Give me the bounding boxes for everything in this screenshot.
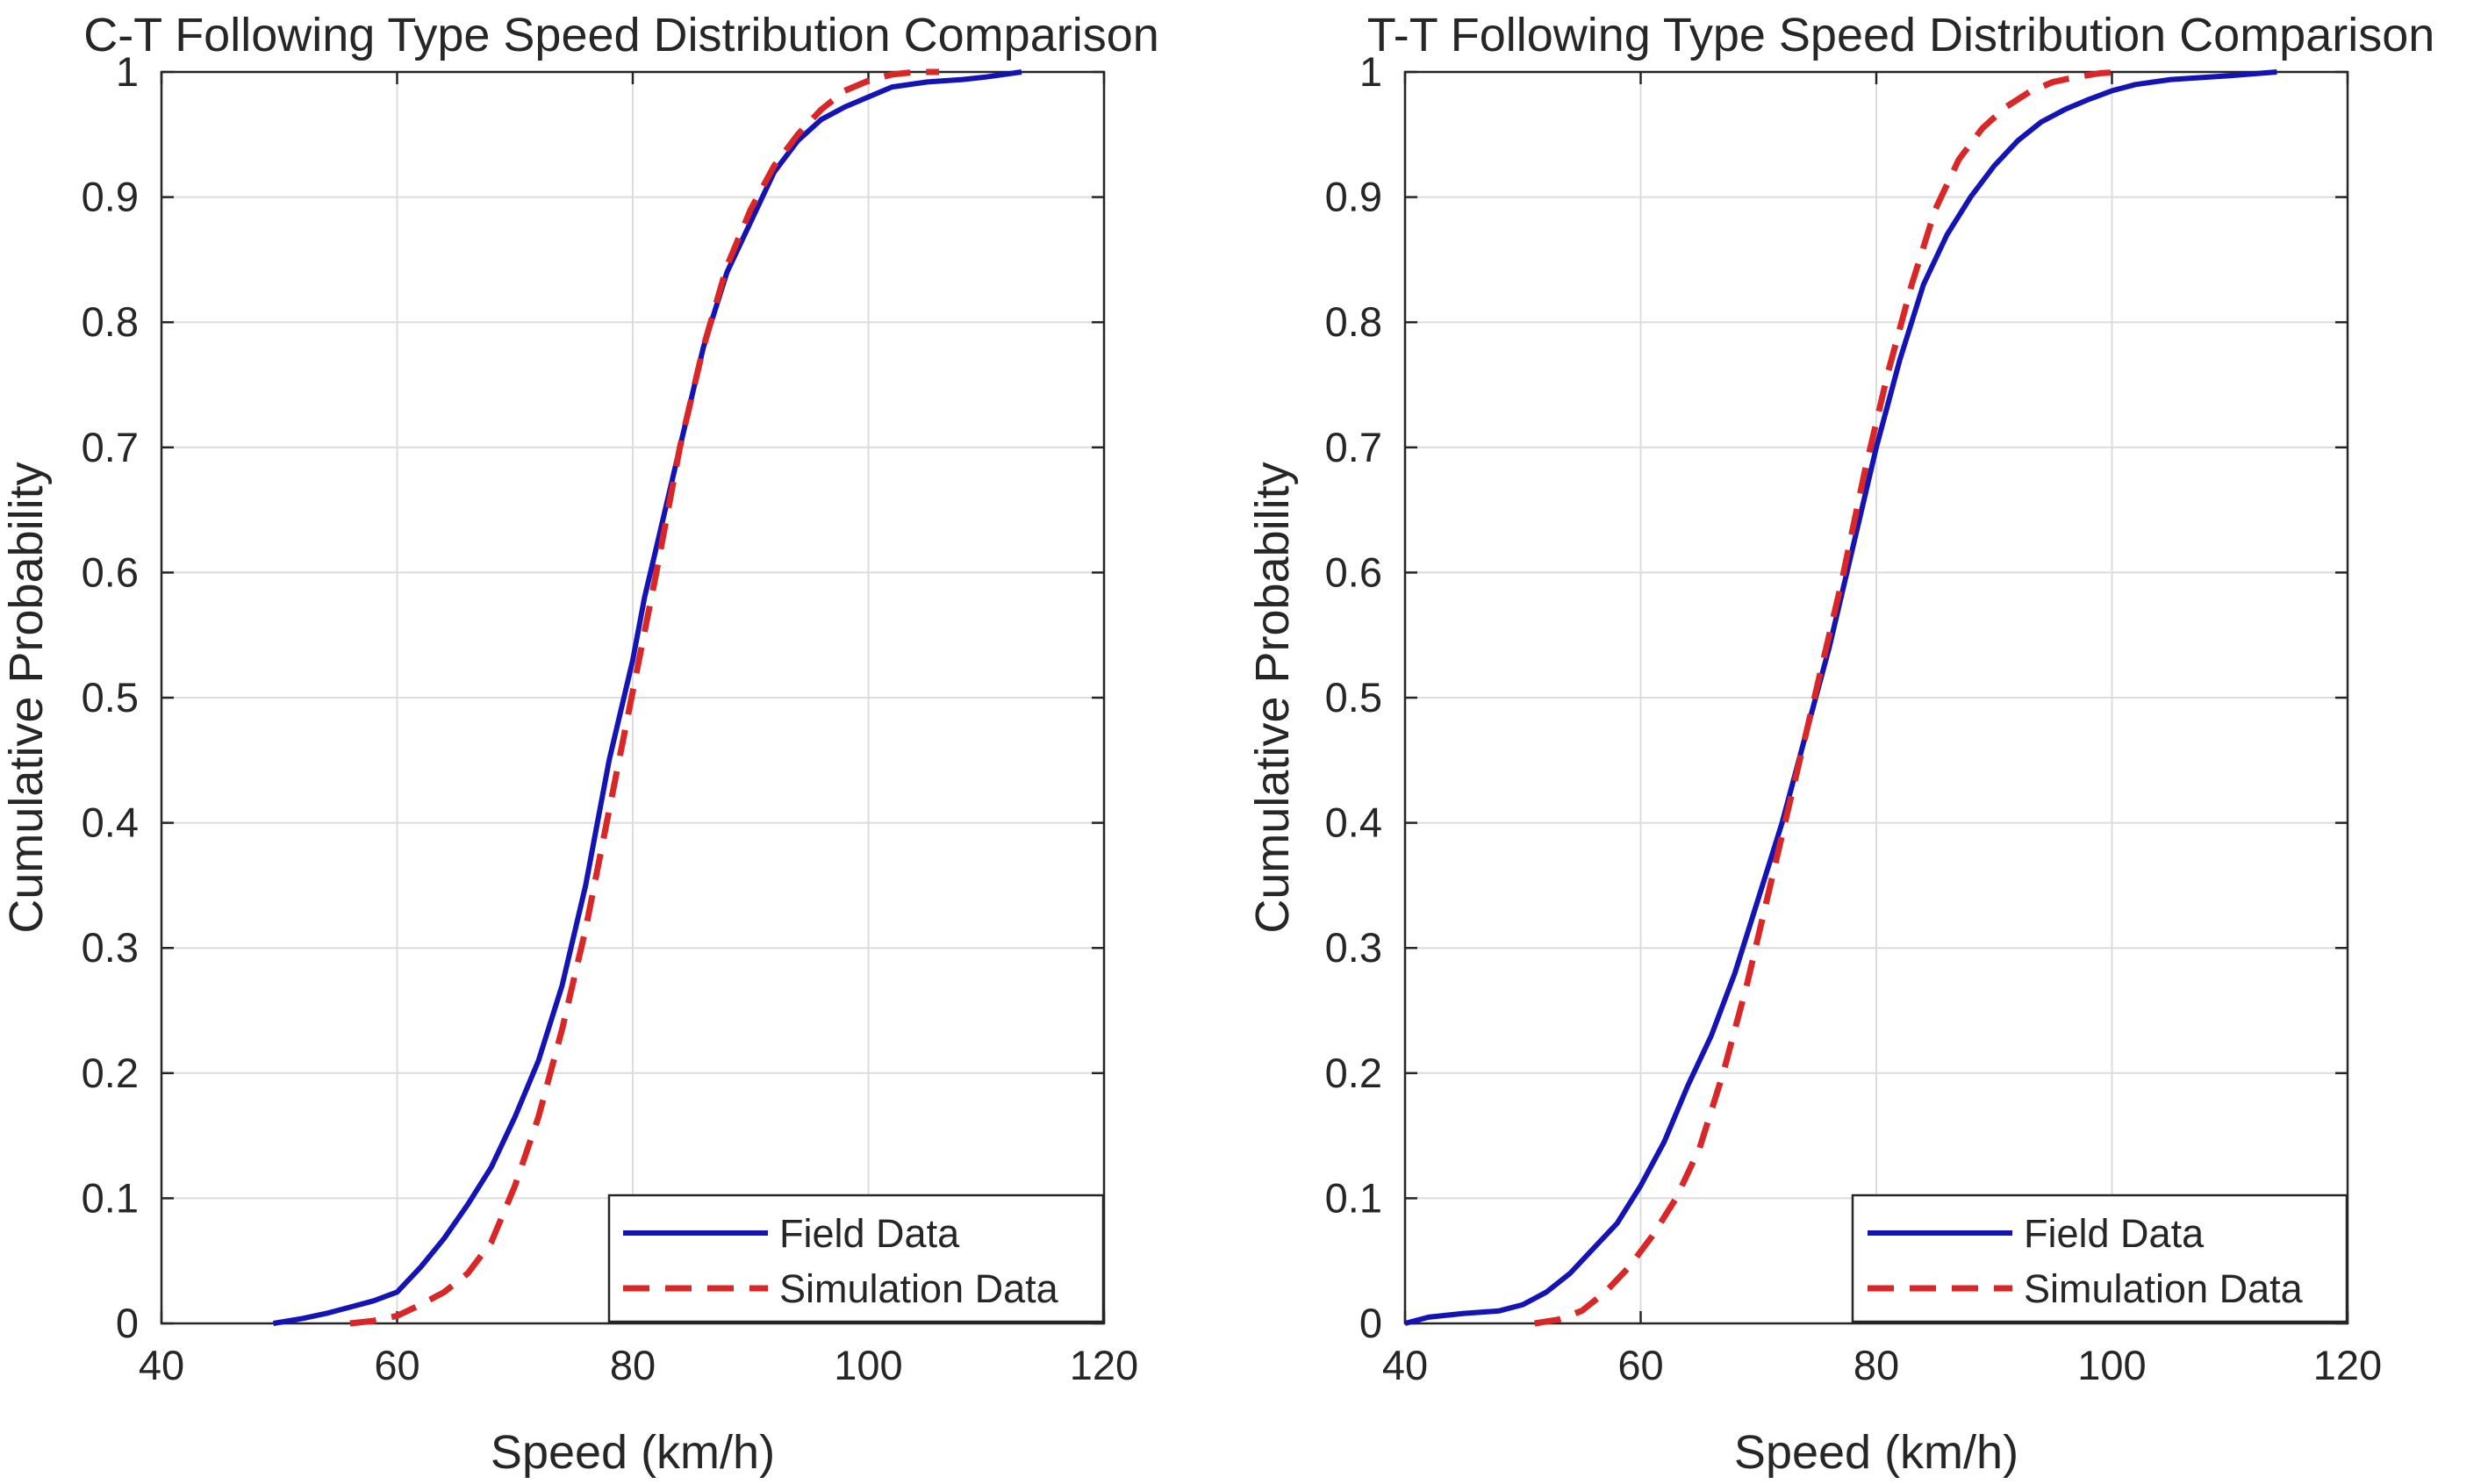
x-tick-label: 40: [1382, 1342, 1428, 1388]
y-tick-label: 0.7: [82, 424, 139, 470]
y-tick-label: 0.2: [82, 1050, 139, 1096]
series: [272, 68, 1022, 1327]
x-tick-label: 120: [2313, 1342, 2382, 1388]
y-tick-label: 0.9: [1325, 174, 1382, 220]
y-tick-label: 0.1: [82, 1174, 139, 1221]
y-tick-label: 0.2: [1325, 1050, 1382, 1096]
legend-box: [607, 1194, 1105, 1323]
y-tick-label: 0.4: [1325, 799, 1382, 846]
y-tick-label: 0.5: [82, 674, 139, 720]
chart-title: T-T Following Type Speed Distribution Co…: [1367, 9, 2435, 61]
ticks: 40 60 80 100 120 0 0.1 0.2 0.3 0.4 0.5 0.6 0.7 0.8 0.9…: [82, 48, 1139, 1388]
y-tick-label: 1: [116, 48, 139, 95]
y-tick-label: 0.9: [82, 174, 139, 220]
y-tick-label: 0.8: [82, 298, 139, 345]
y-tick-label: 0.1: [1325, 1174, 1382, 1221]
grid: [161, 72, 1104, 1323]
chart-panel-ct: C-T Following Type Speed Distribution Co…: [0, 9, 1159, 1479]
y-axis-label: Cumulative Probability: [1246, 462, 1299, 933]
series: [1404, 68, 2277, 1327]
y-tick-label: 0: [116, 1300, 139, 1346]
x-tick-label: 100: [834, 1342, 902, 1388]
y-tick-label: 1: [1359, 48, 1382, 95]
x-tick-label: 100: [2077, 1342, 2146, 1388]
x-axis-label: Speed (km/h): [491, 1426, 775, 1479]
series-line-field-data: [272, 69, 1022, 1326]
y-axis-label: Cumulative Probability: [0, 462, 53, 933]
y-tick-label: 0.3: [82, 924, 139, 971]
x-tick-label: 80: [1853, 1342, 1899, 1388]
y-tick-label: 0.8: [1325, 298, 1382, 345]
x-tick-label: 60: [374, 1342, 419, 1388]
legend-label-simulation-data: Simulation Data: [2024, 1266, 2304, 1311]
ticks: 40 60 80 100 120 0 0.1 0.2 0.3 0.4 0.5 0.6 0.7 0.8 0.9…: [1325, 48, 2383, 1388]
chart-panel-tt: T-T Following Type Speed Distribution Co…: [1246, 9, 2434, 1479]
x-tick-label: 40: [139, 1342, 184, 1388]
series-line-simulation-data: [349, 68, 939, 1327]
legend: Field Data Simulation Data: [607, 1194, 1105, 1323]
x-axis-label: Speed (km/h): [1734, 1426, 2018, 1479]
y-tick-label: 0.7: [1325, 424, 1382, 470]
y-tick-label: 0.6: [1325, 548, 1382, 595]
y-tick-label: 0.5: [1325, 674, 1382, 720]
legend-label-field-data: Field Data: [779, 1211, 960, 1256]
y-tick-label: 0.4: [82, 799, 139, 846]
legend-label-simulation-data: Simulation Data: [779, 1266, 1059, 1311]
legend-label-field-data: Field Data: [2024, 1211, 2205, 1256]
y-tick-label: 0: [1359, 1300, 1382, 1346]
y-tick-label: 0.6: [82, 548, 139, 595]
x-tick-label: 80: [610, 1342, 656, 1388]
legend: Field Data Simulation Data: [1851, 1194, 2348, 1323]
series-line-simulation-data: [1534, 68, 2125, 1327]
y-tick-label: 0.3: [1325, 924, 1382, 971]
chart-title: C-T Following Type Speed Distribution Co…: [83, 9, 1159, 61]
grid: [1405, 72, 2348, 1323]
x-tick-label: 120: [1070, 1342, 1138, 1388]
x-tick-label: 60: [1617, 1342, 1663, 1388]
legend-box: [1851, 1194, 2348, 1323]
